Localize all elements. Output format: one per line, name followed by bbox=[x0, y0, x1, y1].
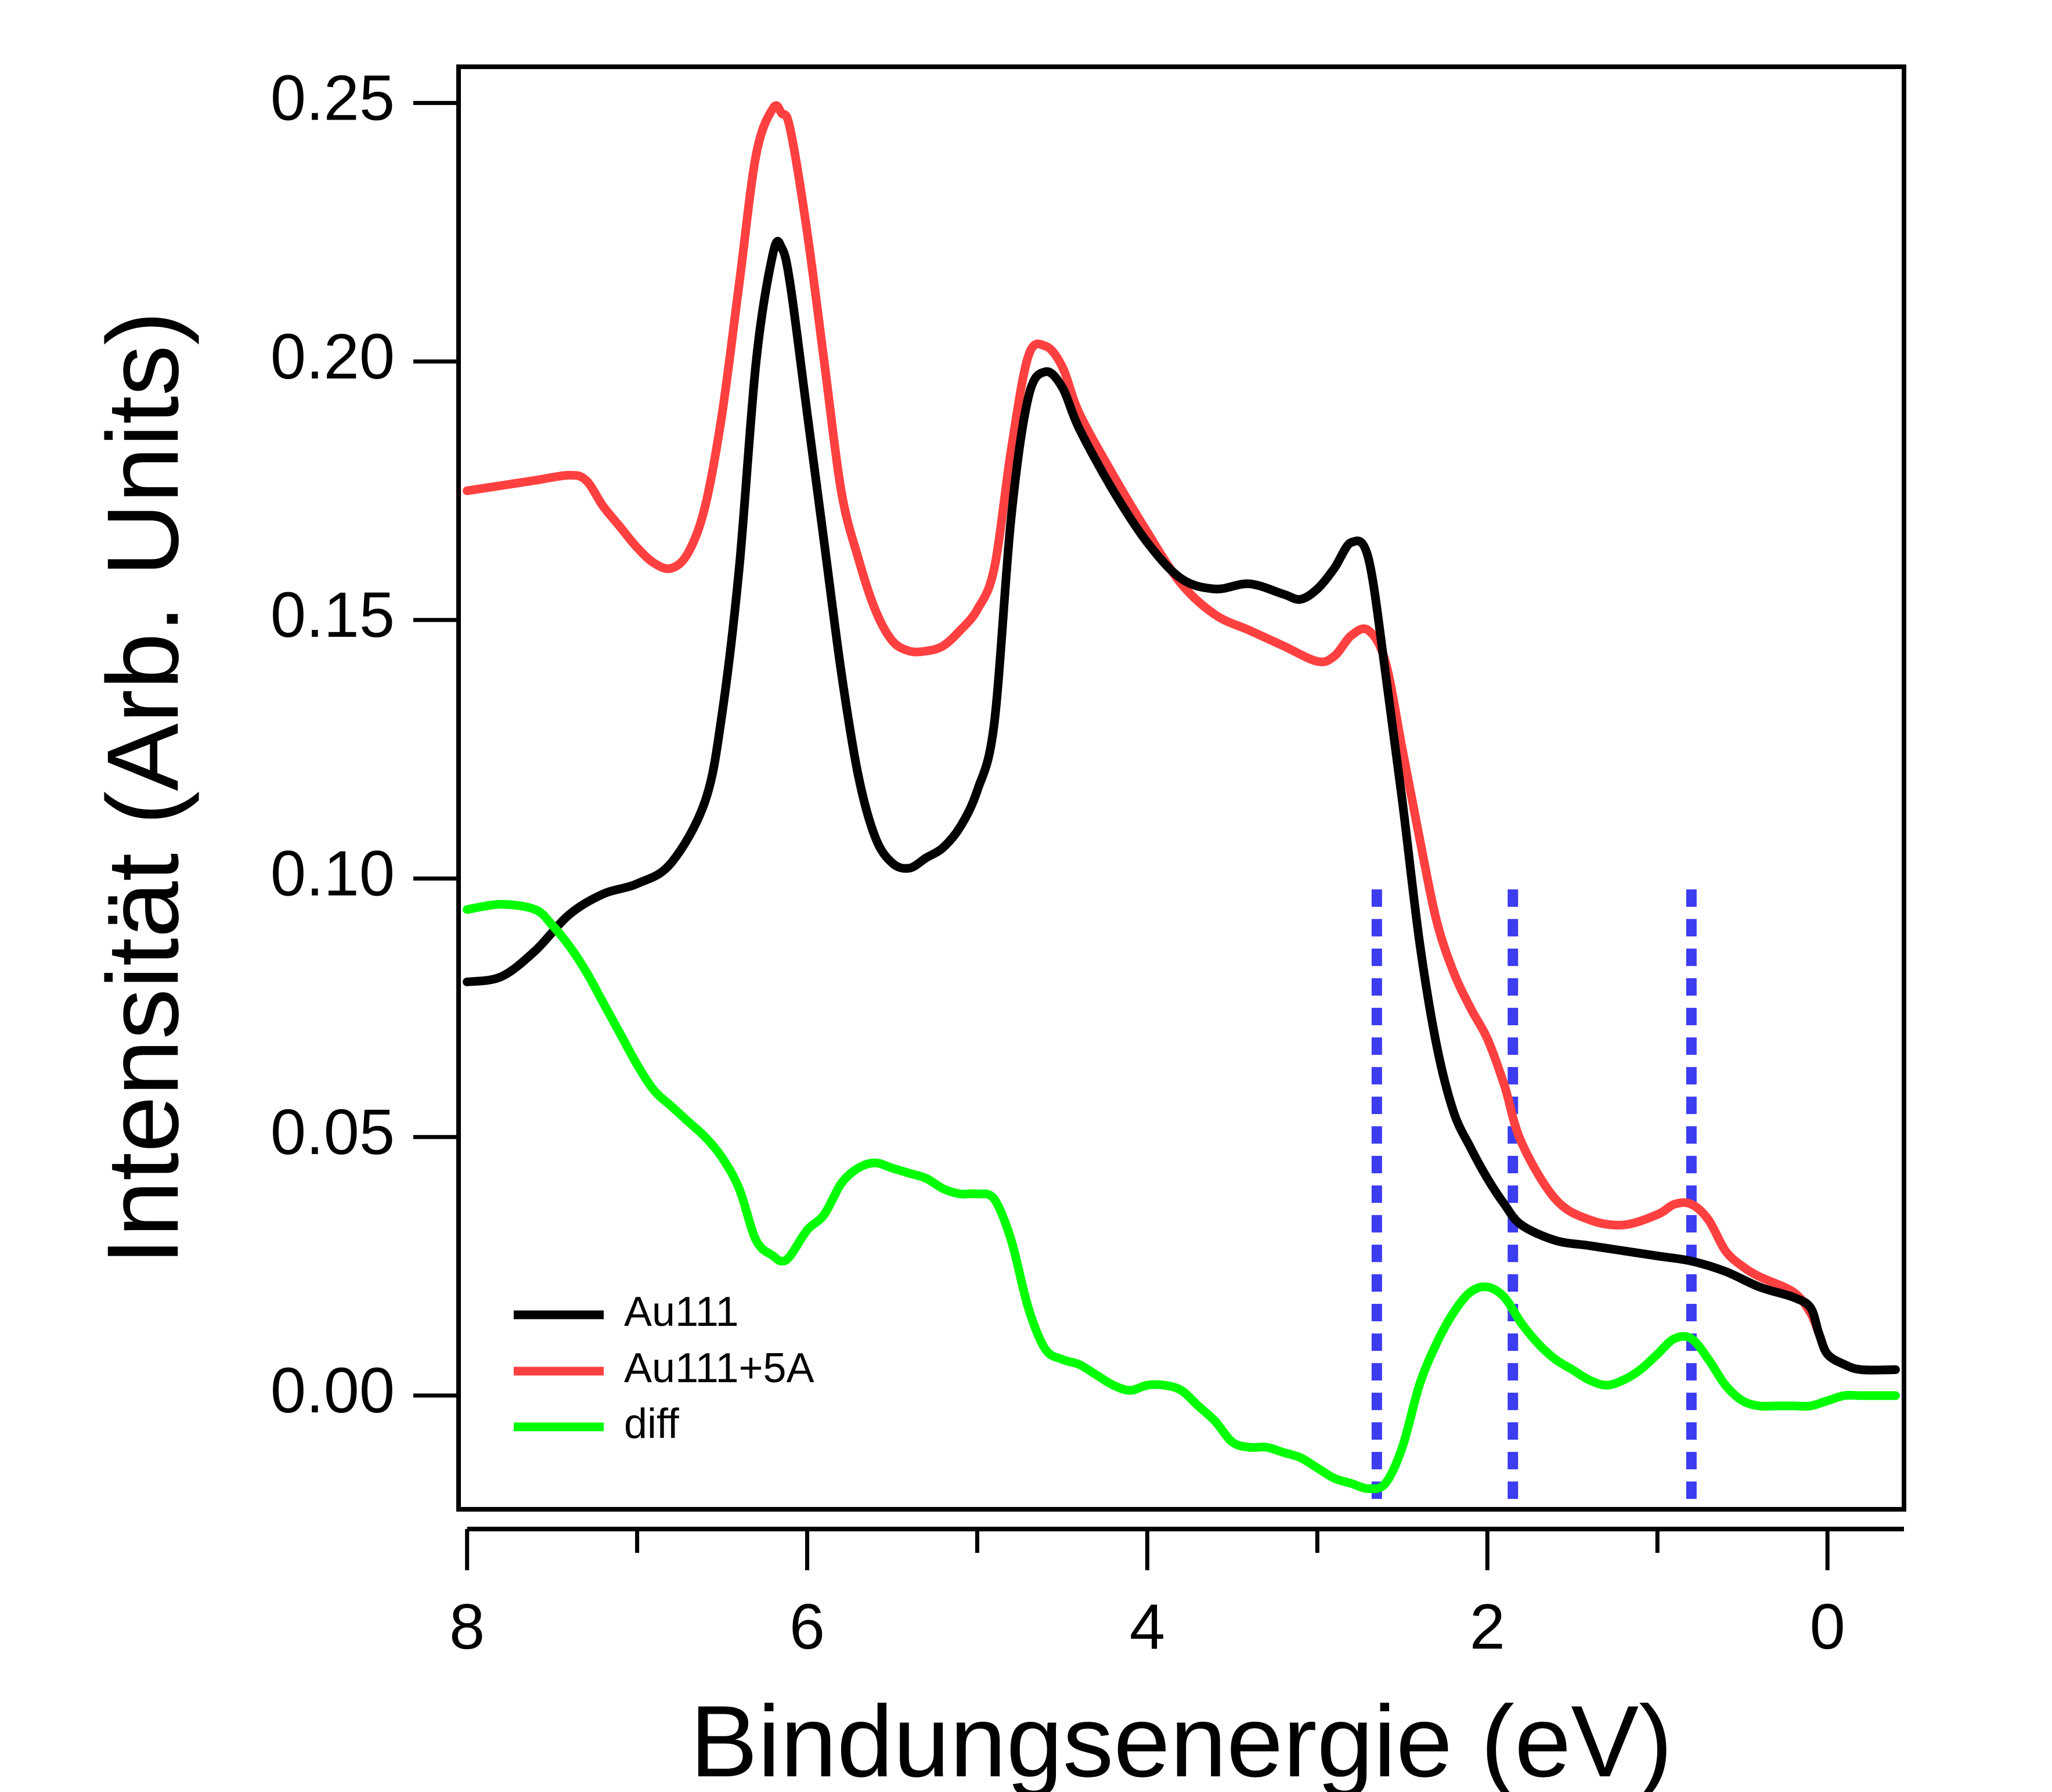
legend-label: diff bbox=[624, 1401, 680, 1447]
y-tick-label: 0.00 bbox=[271, 1355, 395, 1426]
x-tick-label: 8 bbox=[449, 1591, 485, 1663]
x-axis: 8 6 4 2 0 bbox=[449, 1527, 1904, 1663]
axis-layer bbox=[456, 64, 1906, 1512]
series-line-au111 bbox=[463, 237, 1900, 1375]
x-tick-label: 4 bbox=[1130, 1591, 1165, 1663]
y-tick-label: 0.15 bbox=[271, 579, 395, 651]
plot-frame bbox=[456, 64, 1906, 1512]
y-tick-label: 0.25 bbox=[271, 62, 395, 134]
x-tick-label: 2 bbox=[1470, 1591, 1505, 1663]
y-axis-title: Intensität (Arb. Units) bbox=[86, 311, 200, 1265]
marker-layer bbox=[1371, 878, 1697, 1499]
legend-label: Au111+5A bbox=[624, 1345, 814, 1391]
x-tick-label: 0 bbox=[1810, 1591, 1845, 1663]
series-layer bbox=[463, 101, 1900, 1494]
y-tick-label: 0.20 bbox=[271, 321, 395, 392]
x-tick-label: 6 bbox=[789, 1591, 825, 1663]
y-tick-label: 0.05 bbox=[271, 1097, 395, 1168]
y-axis: 0.00 0.05 0.10 0.15 0.20 0.25 bbox=[271, 62, 459, 1426]
legend-label: Au111 bbox=[624, 1289, 739, 1335]
series-line-au111-5a bbox=[463, 101, 1900, 1375]
x-axis-title: Bindungsenergie (eV) bbox=[690, 1685, 1673, 1792]
series-line-diff bbox=[463, 900, 1900, 1494]
legend: Au111 Au111+5A diff bbox=[514, 1289, 814, 1447]
y-tick-label: 0.10 bbox=[271, 838, 395, 909]
